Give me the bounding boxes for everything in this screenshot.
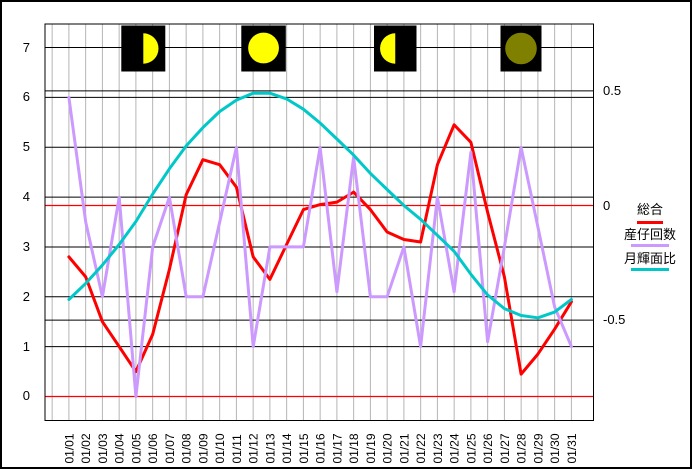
x-axis-label-01-16: 01/16 <box>314 433 328 463</box>
x-axis-label-01-15: 01/15 <box>297 433 311 463</box>
x-axis-label-01-02: 01/02 <box>79 433 93 463</box>
x-axis-label-01-09: 01/09 <box>196 433 210 463</box>
left-axis-tick-3: 3 <box>22 239 30 254</box>
legend-line-births <box>631 244 669 247</box>
legend-label-moon-ratio: 月輝面比 <box>623 251 676 266</box>
plot-area-border <box>44 23 594 421</box>
x-axis-label-01-11: 01/11 <box>230 434 244 463</box>
full-moon-icon <box>248 32 279 64</box>
left-axis-tick-6: 6 <box>22 89 30 104</box>
legend-label-total: 総合 <box>636 202 663 217</box>
x-axis-label-01-27: 01/27 <box>498 433 512 463</box>
x-axis-label-01-08: 01/08 <box>180 433 194 463</box>
last-quarter-moon-icon <box>380 33 396 64</box>
x-axis-label-01-10: 01/10 <box>213 433 227 463</box>
legend-line-total <box>637 221 663 224</box>
x-axis-label-01-07: 01/07 <box>163 433 177 463</box>
left-axis-tick-5: 5 <box>22 139 30 154</box>
x-axis-label-01-03: 01/03 <box>96 433 110 463</box>
series-births-line <box>67 95 573 398</box>
x-axis-label-01-30: 01/30 <box>548 433 562 463</box>
x-axis-label-01-17: 01/17 <box>330 433 344 463</box>
x-axis-label-01-18: 01/18 <box>347 433 361 463</box>
x-axis-label-01-05: 01/05 <box>129 433 143 463</box>
right-axis-tick-pos05: 0.5 <box>603 83 622 98</box>
x-axis-label-01-22: 01/22 <box>414 433 428 463</box>
x-axis-label-01-31: 01/31 <box>565 433 579 463</box>
first-quarter-moon-icon <box>143 33 159 64</box>
x-axis-label-01-23: 01/23 <box>431 433 445 463</box>
x-axis-label-01-25: 01/25 <box>464 433 478 463</box>
x-axis-label-01-24: 01/24 <box>448 433 462 463</box>
x-axis-label-01-29: 01/29 <box>531 433 545 463</box>
left-axis-tick-4: 4 <box>22 189 30 204</box>
right-axis-tick-0: 0 <box>603 198 611 213</box>
x-axis-label-01-28: 01/28 <box>515 433 529 463</box>
x-axis-label-01-06: 01/06 <box>146 433 160 463</box>
right-axis-tick-neg05: -0.5 <box>603 312 626 327</box>
left-axis-tick-0: 0 <box>22 388 30 403</box>
left-axis-tick-1: 1 <box>22 339 30 354</box>
x-axis-label-01-19: 01/19 <box>364 433 378 463</box>
x-axis-label-01-20: 01/20 <box>381 433 395 463</box>
x-axis-label-01-13: 01/13 <box>263 433 277 463</box>
x-axis-label-01-12: 01/12 <box>247 433 261 463</box>
legend-label-births: 産仔回数 <box>623 227 676 242</box>
x-axis-label-01-04: 01/04 <box>113 433 127 463</box>
legend-line-moon-ratio <box>631 268 669 271</box>
left-axis-tick-7: 7 <box>22 40 30 55</box>
series-moon-ratio-line <box>67 91 573 320</box>
x-axis-label-01-26: 01/26 <box>481 433 495 463</box>
x-axis-label-01-21: 01/21 <box>397 433 411 463</box>
left-axis-tick-2: 2 <box>22 289 30 304</box>
x-axis-label-01-14: 01/14 <box>280 433 294 463</box>
x-axis-label-01-01: 01/01 <box>62 433 76 463</box>
new-moon-icon <box>505 32 537 65</box>
series-total-line <box>67 123 573 376</box>
